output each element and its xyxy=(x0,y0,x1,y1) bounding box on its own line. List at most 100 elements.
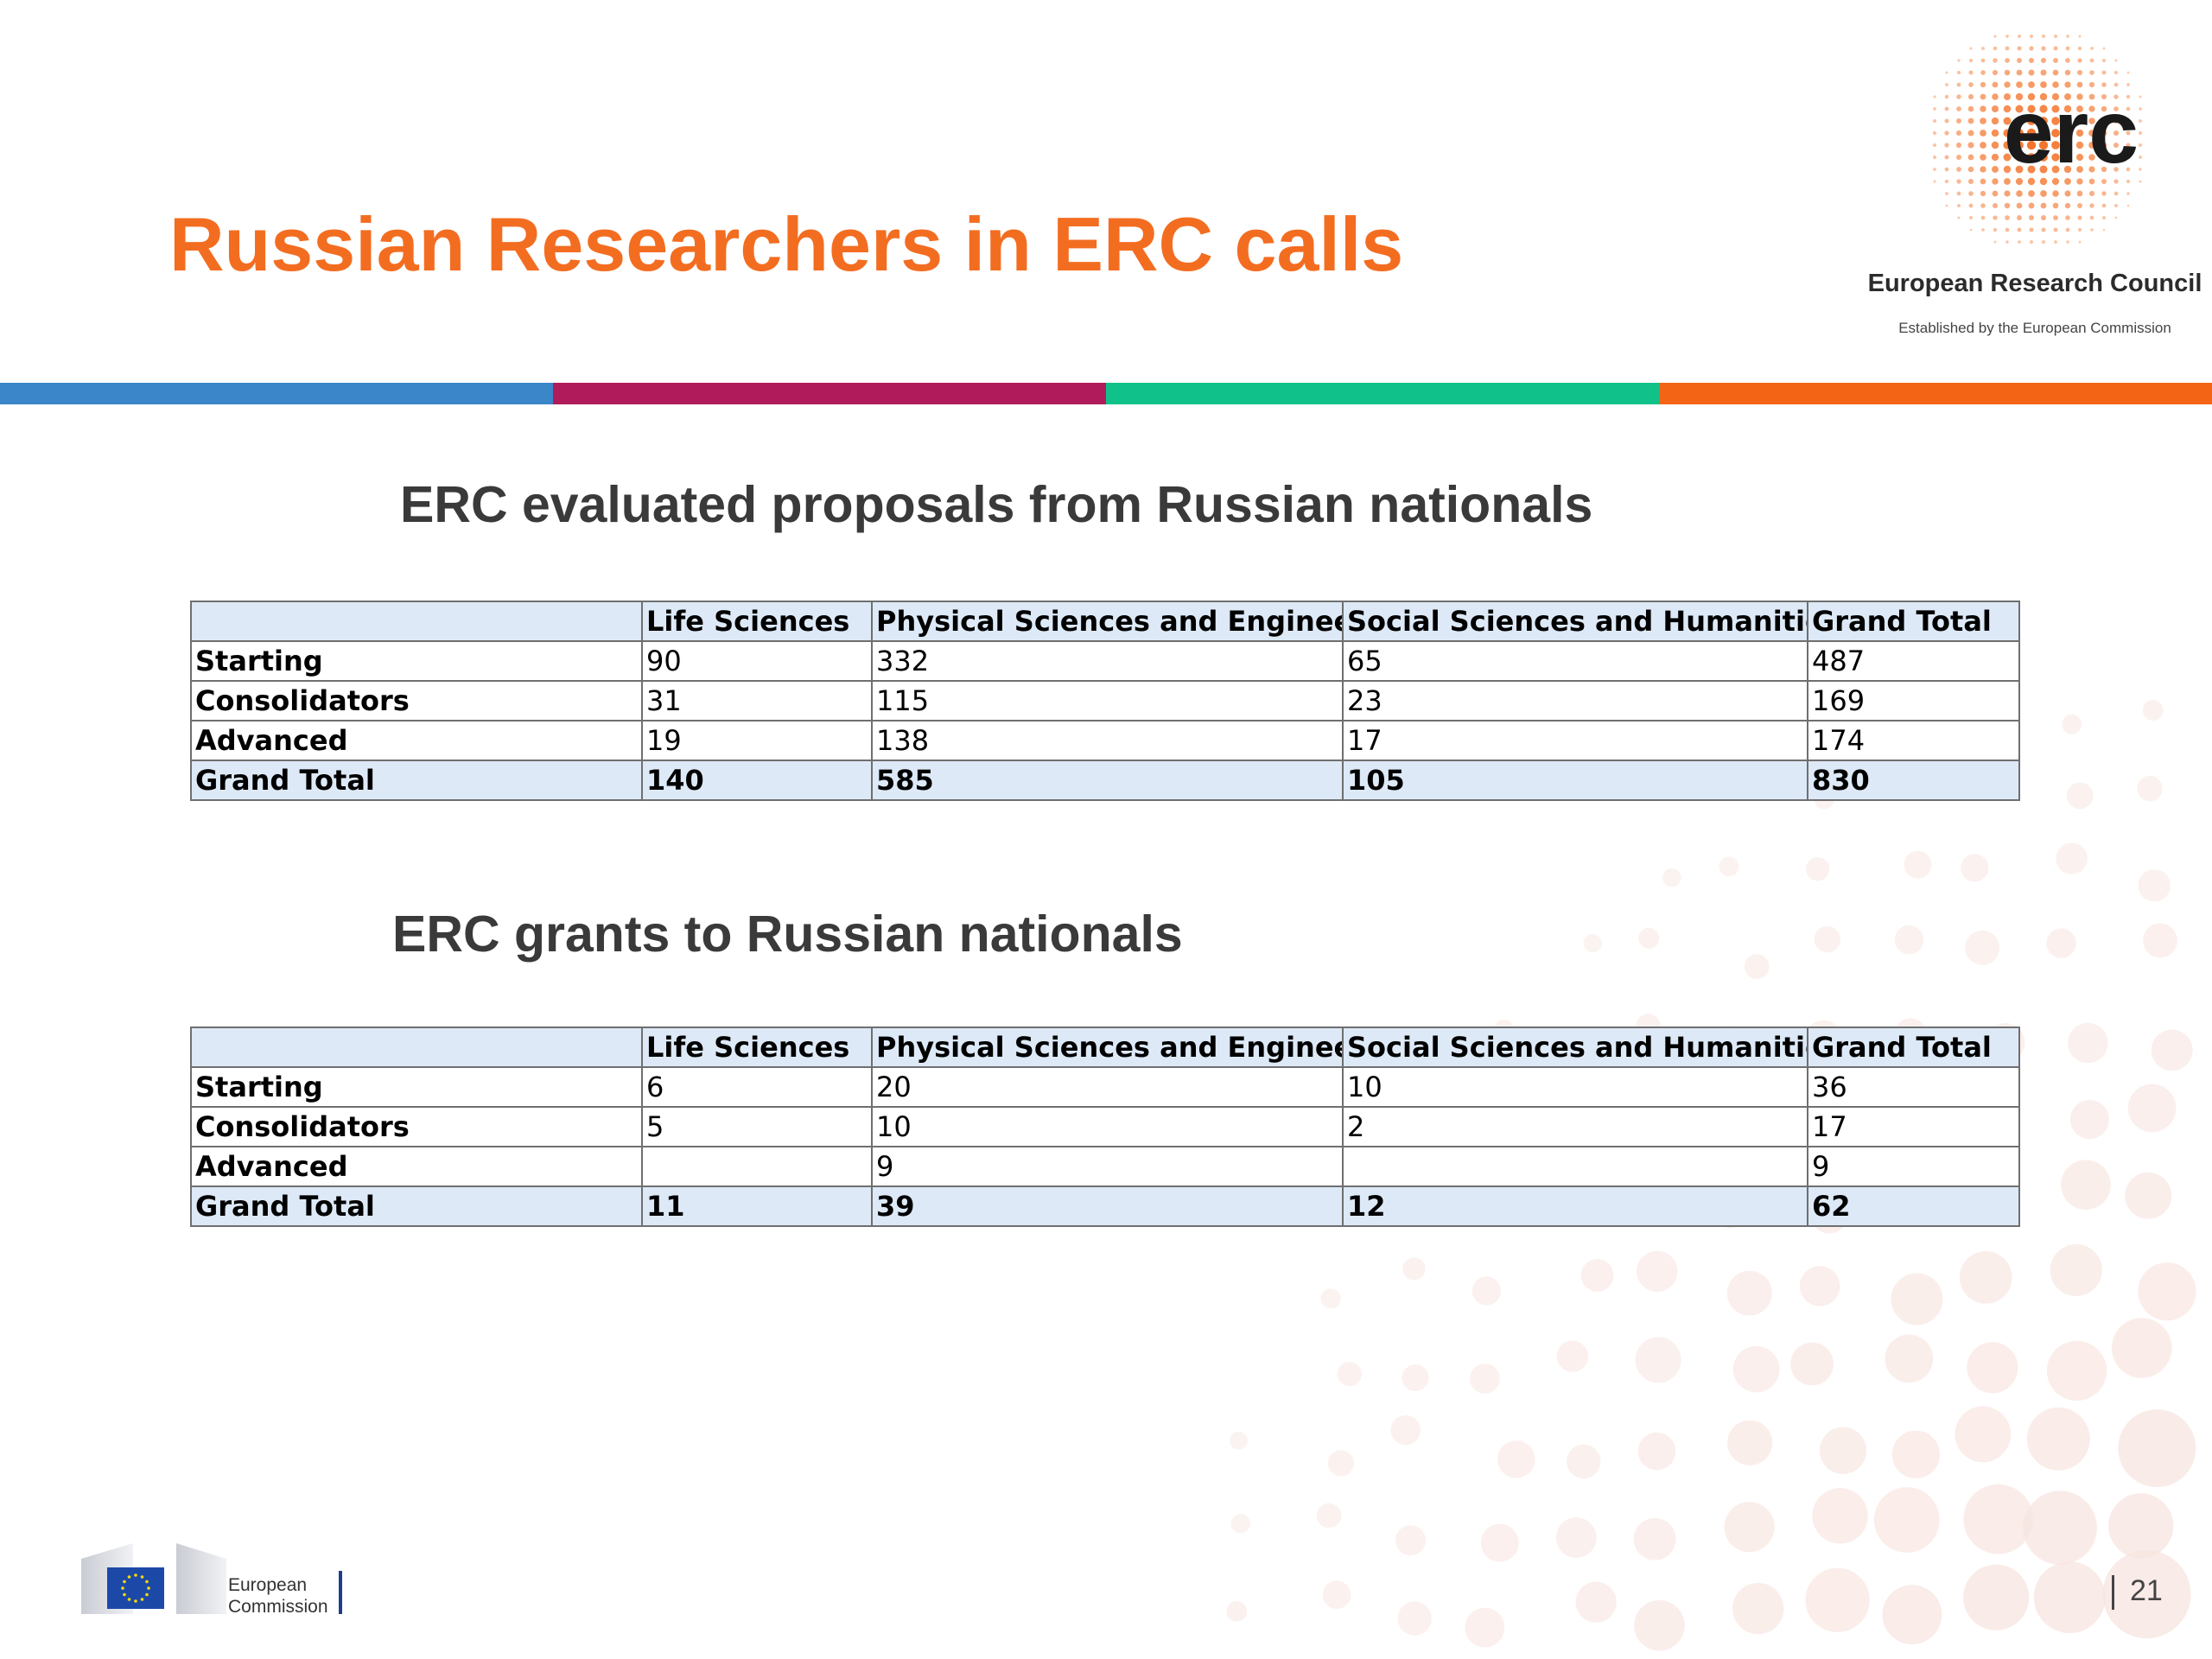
grants-table: Life Sciences Physical Sciences and Engin… xyxy=(190,1027,2020,1227)
erc-dot xyxy=(2040,202,2047,209)
proposals-table: Life Sciences Physical Sciences and Engin… xyxy=(190,601,2020,801)
erc-dot xyxy=(2051,129,2060,137)
background-dot xyxy=(1744,954,1770,980)
erc-dot xyxy=(2063,129,2072,137)
background-dot xyxy=(1322,1580,1351,1609)
erc-dot xyxy=(2003,165,2012,174)
table-row: Consolidators 5 10 2 17 xyxy=(190,1106,2020,1147)
eu-star xyxy=(145,1580,149,1584)
background-dot xyxy=(1959,1251,2012,1304)
erc-dot xyxy=(2004,178,2011,185)
background-dot xyxy=(1724,1502,1775,1553)
background-dot xyxy=(1732,1582,1784,1635)
background-dot xyxy=(1904,850,1932,879)
erc-dot xyxy=(2027,177,2036,186)
erc-dot xyxy=(1993,35,1997,38)
erc-dot xyxy=(2038,128,2049,138)
background-dot xyxy=(1805,857,1830,881)
column-header: Grand Total xyxy=(1807,601,2020,642)
background-dot xyxy=(1470,1363,1500,1394)
erc-dot xyxy=(2088,130,2095,137)
row-label: Starting xyxy=(190,640,643,682)
erc-dot xyxy=(2114,216,2118,219)
background-dot xyxy=(1634,1599,1685,1651)
erc-dot xyxy=(2065,46,2070,51)
erc-dot xyxy=(1993,58,1998,63)
erc-dot xyxy=(1967,118,1974,124)
erc-dot xyxy=(1993,215,1998,220)
erc-dot xyxy=(1933,168,1936,171)
background-dot xyxy=(1873,1487,1940,1553)
erc-dot xyxy=(2028,81,2035,88)
erc-dot xyxy=(2126,143,2131,148)
table-cell: 10 xyxy=(1342,1066,1808,1108)
erc-dot xyxy=(2005,35,2009,38)
erc-dot xyxy=(2063,141,2072,149)
erc-dot xyxy=(2027,105,2036,113)
erc-logo: erc European Research Council Establishe… xyxy=(1858,17,2212,346)
table-cell: 20 xyxy=(871,1066,1344,1108)
erc-dot xyxy=(2051,177,2060,186)
erc-dot xyxy=(2076,190,2083,197)
erc-dot xyxy=(2113,106,2119,111)
column-header: Physical Sciences and Engineering xyxy=(871,1027,1344,1068)
erc-dot xyxy=(1933,156,1936,159)
eu-star xyxy=(127,1598,131,1601)
erc-dot xyxy=(2040,69,2047,76)
erc-dot xyxy=(1955,142,1962,149)
stripe-segment-green xyxy=(1106,383,1659,404)
background-dot xyxy=(2151,1029,2193,1071)
total-cell: 585 xyxy=(871,760,1344,801)
erc-dot xyxy=(2039,165,2048,174)
table-cell: 5 xyxy=(641,1106,873,1147)
erc-dot xyxy=(2064,93,2071,100)
erc-dot xyxy=(2027,165,2036,174)
erc-dot xyxy=(2126,155,2131,160)
erc-dot xyxy=(2051,105,2060,113)
table-row: Advanced 19 138 17 174 xyxy=(190,720,2020,761)
background-dot xyxy=(2111,1318,2172,1378)
background-dot xyxy=(2069,1100,2109,1140)
erc-dot xyxy=(2088,154,2095,161)
background-dot xyxy=(1395,1525,1426,1556)
erc-dot xyxy=(1944,167,1949,172)
erc-dot xyxy=(1932,143,1937,148)
erc-dot xyxy=(1933,119,1936,123)
background-dot xyxy=(2033,1561,2106,1633)
erc-dot xyxy=(1945,71,1948,74)
erc-dot xyxy=(2113,179,2119,184)
erc-dot xyxy=(2051,117,2060,125)
table-cell: 115 xyxy=(871,680,1344,721)
erc-dot xyxy=(2053,215,2058,220)
erc-dot xyxy=(1956,82,1961,87)
erc-dot xyxy=(1957,216,1961,219)
erc-dot xyxy=(2113,94,2119,99)
erc-dot xyxy=(2004,190,2011,197)
background-dot xyxy=(2026,1407,2090,1471)
table-cell: 6 xyxy=(641,1066,873,1108)
erc-dot xyxy=(2088,105,2095,112)
erc-dot xyxy=(2016,202,2023,209)
background-dot xyxy=(1662,868,1681,887)
erc-dot xyxy=(2101,203,2107,208)
stripe-segment-blue xyxy=(0,383,553,404)
erc-dot xyxy=(2126,106,2131,111)
background-dot xyxy=(1555,1517,1597,1558)
background-dot xyxy=(1799,1266,1840,1306)
erc-dot xyxy=(1944,94,1949,99)
erc-dot xyxy=(1956,70,1961,75)
erc-dot xyxy=(1992,93,1999,100)
erc-dot xyxy=(2113,118,2119,124)
erc-dot xyxy=(2126,83,2130,86)
erc-dot xyxy=(1967,178,1974,185)
erc-dot xyxy=(2076,178,2083,185)
erc-dot xyxy=(2064,69,2071,76)
background-dot xyxy=(1967,1342,2018,1394)
table-cell: 138 xyxy=(871,720,1344,761)
background-dot xyxy=(1471,1276,1502,1306)
row-label: Advanced xyxy=(190,720,643,761)
erc-dot xyxy=(2042,240,2045,244)
column-header xyxy=(190,1027,643,1068)
european-commission-logo: European Commission xyxy=(81,1538,358,1617)
